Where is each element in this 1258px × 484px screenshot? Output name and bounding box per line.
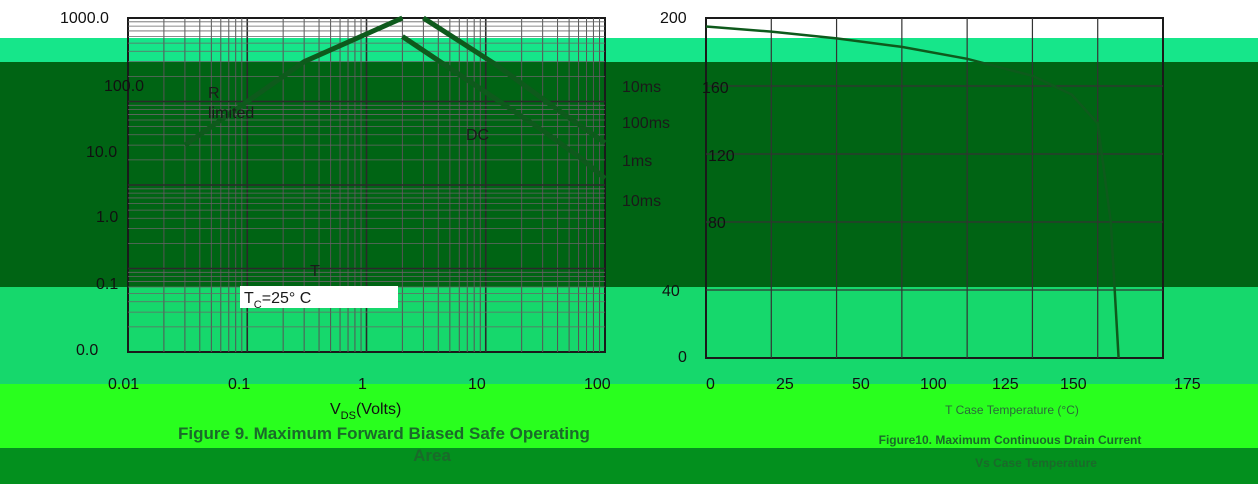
- derating-y-tick-label: 80: [708, 215, 726, 232]
- derating-series-line-1: [705, 25, 1120, 359]
- derating-plot-frame: [705, 17, 1164, 359]
- pulse-label: 10ms: [622, 193, 661, 210]
- soa-x-axis-label: VDS(Volts): [330, 401, 401, 422]
- derating-y-tick-labels: 200 160 120 80 40 0: [660, 10, 735, 366]
- soa-series-line-2: [401, 34, 607, 181]
- background-band: [0, 287, 1258, 384]
- soa-caption: Figure 9. Maximum Forward Biased Safe Op…: [178, 424, 590, 443]
- soa-y-tick-label: 1.0: [96, 209, 118, 226]
- soa-y-tick-label: 1000.0: [60, 10, 109, 27]
- soa-series-group: [183, 15, 607, 181]
- pulse-label: 1ms: [622, 153, 652, 170]
- dc-note: DC: [466, 127, 489, 144]
- soa-chart: 1000.0 100.0 10.0 1.0 0.1 0.0 0.01 0.1 1…: [60, 10, 670, 465]
- soa-series-line-1: [183, 15, 404, 148]
- soa-series-line-3: [422, 15, 607, 145]
- background-band: [0, 448, 1258, 484]
- derating-x-tick-label: 25: [776, 376, 794, 393]
- tc-note-background: [240, 286, 398, 308]
- tj-note: T: [310, 263, 320, 280]
- soa-caption-2: Area: [413, 446, 451, 465]
- derating-x-tick-label: 0: [706, 376, 715, 393]
- soa-pulse-labels: 10ms 100ms 1ms 10ms: [622, 79, 670, 210]
- derating-series-group: [705, 25, 1120, 359]
- derating-y-tick-label: 160: [702, 80, 729, 97]
- soa-x-tick-label: 10: [468, 376, 486, 393]
- derating-x-tick-label: 100: [920, 376, 947, 393]
- soa-x-tick-label: 1: [358, 376, 367, 393]
- pulse-label: 100ms: [622, 115, 670, 132]
- derating-caption: Figure10. Maximum Continuous Drain Curre…: [879, 433, 1142, 447]
- derating-x-tick-label: 50: [852, 376, 870, 393]
- derating-y-tick-label: 40: [662, 283, 680, 300]
- background-band: [0, 38, 1258, 62]
- pulse-label: 10ms: [622, 79, 661, 96]
- derating-x-tick-label: 175: [1174, 376, 1201, 393]
- derating-x-tick-labels: 0 25 50 100 125 150 175: [706, 376, 1201, 393]
- soa-x-tick-label: 0.1: [228, 376, 250, 393]
- soa-y-tick-label: 100.0: [104, 78, 144, 95]
- background-band: [0, 384, 1258, 448]
- derating-y-tick-label: 200: [660, 10, 687, 27]
- soa-y-tick-label: 0.1: [96, 276, 118, 293]
- soa-y-tick-label: 0.0: [76, 342, 98, 359]
- derating-y-tick-label: 0: [678, 349, 687, 366]
- soa-x-tick-labels: 0.01 0.1 1 10 100: [108, 376, 611, 393]
- soa-x-tick-label: 0.01: [108, 376, 139, 393]
- rds-limited-note-2: limited: [208, 105, 254, 122]
- derating-x-axis-label: T Case Temperature (°C): [945, 403, 1079, 417]
- derating-chart: 200 160 120 80 40 0 0 25 50 100 125 150 …: [660, 10, 1201, 470]
- derating-y-tick-label: 120: [708, 148, 735, 165]
- background-band: [0, 62, 1258, 287]
- soa-y-tick-label: 10.0: [86, 144, 117, 161]
- soa-y-tick-labels: 1000.0 100.0 10.0 1.0 0.1 0.0: [60, 10, 144, 359]
- derating-gridlines: [706, 18, 1163, 358]
- soa-gridlines: [128, 18, 605, 352]
- derating-caption-2: Vs Case Temperature: [975, 456, 1097, 470]
- tc-note: TC=25° C: [244, 290, 311, 311]
- soa-x-tick-label: 100: [584, 376, 611, 393]
- rds-limited-note: R: [208, 85, 220, 102]
- derating-x-tick-label: 150: [1060, 376, 1087, 393]
- derating-x-tick-label: 125: [992, 376, 1019, 393]
